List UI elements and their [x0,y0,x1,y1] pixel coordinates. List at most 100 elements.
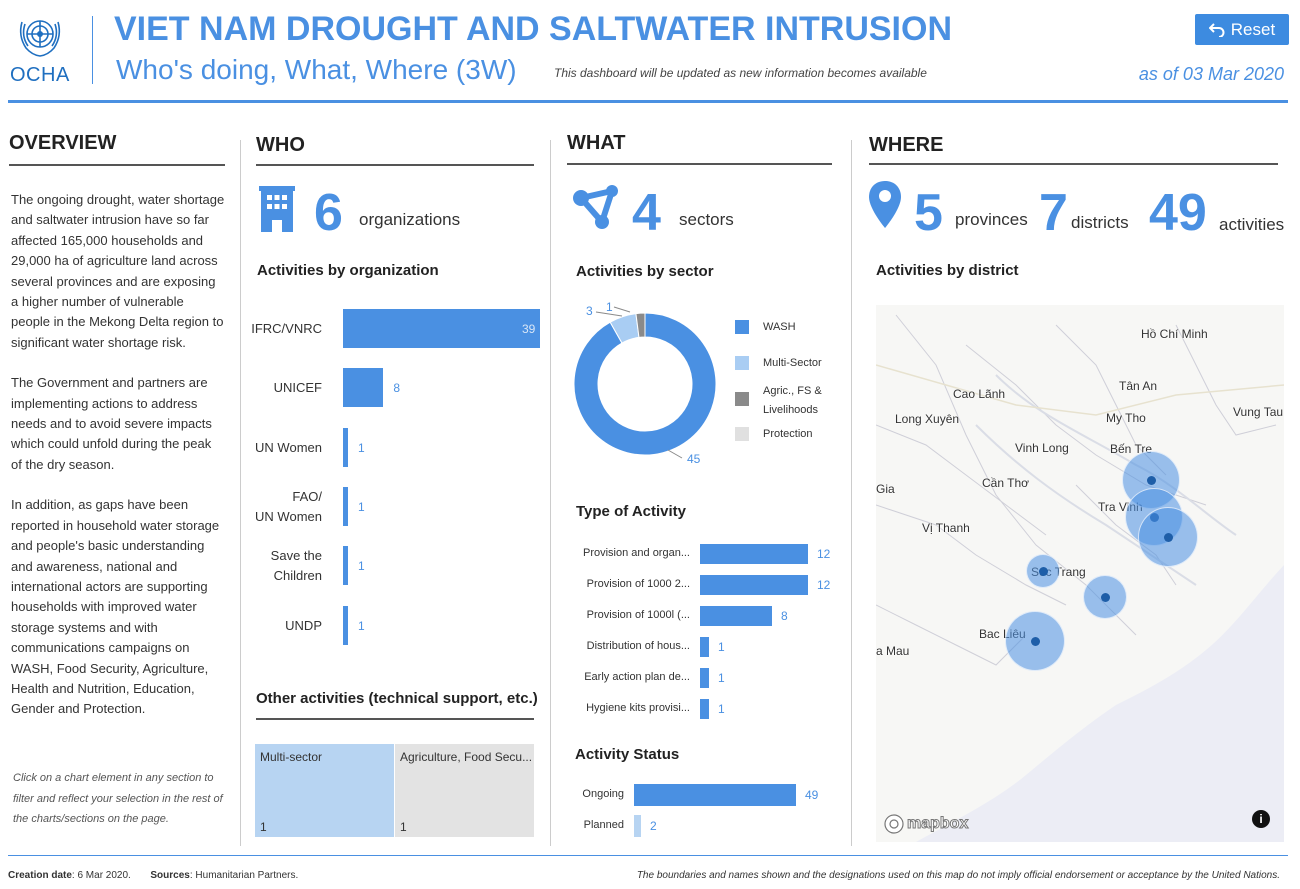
legend-item-multi-sector[interactable]: Multi-Sector [735,354,822,373]
org-value-label: 1 [358,500,365,514]
activity-status-label: Planned [583,819,624,831]
org-bar[interactable] [343,428,349,467]
info-icon[interactable]: i [1252,810,1270,828]
sector-chart-title: Activities by sector [576,263,714,280]
activity-status-title: Activity Status [575,746,680,763]
overview-text: The ongoing drought, water shortage and … [11,190,225,740]
districts-count: 7 [1039,184,1068,242]
district-bubble[interactable] [1005,611,1065,671]
other-activity-count: 1 [260,820,267,834]
where-rule [869,163,1278,165]
overview-rule [9,164,225,166]
activity-type-bar[interactable] [700,699,709,719]
activity-type-bar[interactable] [700,606,772,626]
donut-value-label: 3 [586,304,593,318]
overview-paragraph: In addition, as gaps have been reported … [11,497,220,717]
org-bar[interactable] [343,546,349,585]
legend-item-protection[interactable]: Protection [735,425,813,444]
district-bubble[interactable] [1083,575,1127,619]
page-subtitle: Who's doing, What, Where (3W) [116,54,517,85]
organizations-unit: organizations [359,210,461,229]
org-value-label: 39 [522,322,536,336]
share-nodes-icon [572,184,622,235]
legend-swatch [735,427,749,441]
donut-slice[interactable] [635,312,646,338]
overview-paragraph: The ongoing drought, water shortage and … [11,192,225,350]
district-bubble-core [1030,636,1040,646]
header-rule [8,100,1288,103]
legend-item-wash[interactable]: WASH [735,318,796,337]
other-activity-count: 1 [400,820,407,834]
org-bar[interactable] [343,606,349,645]
sectors-unit: sectors [679,210,734,229]
map-city-label: Cao Lãnh [953,387,1006,401]
org-bar[interactable] [343,368,384,407]
mapbox-attribution: mapbox [906,815,969,833]
page-title: VIET NAM DROUGHT AND SALTWATER INTRUSION [114,10,952,48]
donut-leader-line [595,311,623,317]
sectors-count: 4 [632,184,661,242]
donut-leader-line [613,306,631,313]
donut-value-label: 1 [606,300,613,314]
footer-credits: Creation date: 6 Mar 2020. Sources: Huma… [8,870,298,881]
header: OCHA VIET NAM DROUGHT AND SALTWATER INTR… [0,0,1300,104]
org-bar[interactable] [343,487,349,526]
ocha-logo-text: OCHA [10,64,70,86]
legend-item-agric[interactable]: Agric., FS & Livelihoods [735,382,835,420]
organizations-count: 6 [314,184,343,242]
overview-title: OVERVIEW [9,132,117,154]
map-city-label: Vung Tau [1233,405,1284,419]
other-activity-label: Multi-sector [260,750,323,764]
activity-type-bar[interactable] [700,575,808,595]
reset-button[interactable]: Reset [1195,14,1289,45]
activity-type-bar[interactable] [700,637,709,657]
district-bubble[interactable] [1026,554,1060,588]
activity-type-title: Type of Activity [576,503,687,520]
un-emblem-icon [10,10,72,86]
activity-status-bar[interactable] [634,815,641,837]
legend-label: Multi-Sector [763,357,822,369]
activities-unit: activities [1219,215,1285,234]
activity-status-value: 49 [805,788,819,802]
other-activity-cell[interactable]: Agriculture, Food Secu... 1 [395,744,534,837]
map-city-label: Gia [876,482,895,496]
where-title: WHERE [869,134,944,156]
other-activity-cell[interactable]: Multi-sector 1 [255,744,394,837]
sources-label: Sources [150,870,190,881]
donut-slice[interactable] [573,312,717,456]
activity-type-bar[interactable] [700,544,808,564]
column-separator [851,140,852,846]
map-city-label: a Mau [876,644,910,658]
district-bubble-core [1163,532,1173,542]
org-label: UNICEF [273,380,322,395]
org-label: UNDP [285,618,322,633]
org-bar[interactable] [343,309,540,348]
activity-type-value: 8 [781,609,788,623]
activity-type-bar[interactable] [700,668,709,688]
org-value-label: 8 [393,381,401,395]
activity-type-label: Provision and organ... [582,547,690,559]
activity-type-value: 12 [817,547,831,561]
column-separator [240,140,241,846]
org-chart-title: Activities by organization [257,262,439,279]
org-value-label: 1 [358,559,365,573]
activity-type-label: Early action plan de... [584,671,690,683]
district-map[interactable]: Hồ Chí Minh Tân An Vung Tau Cao Lãnh Long Xu… [876,305,1284,842]
reset-label: Reset [1230,19,1276,39]
undo-icon [1208,22,1225,37]
donut-value-label: 45 [687,452,701,466]
activity-type-value: 1 [718,640,725,654]
district-bubble[interactable] [1138,507,1198,567]
org-label: IFRC/VNRC [251,321,322,336]
district-bubble-core [1100,592,1110,602]
activity-status-bar[interactable] [634,784,796,806]
map-marker-icon [867,180,903,235]
mapbox-logo[interactable]: mapbox [884,814,969,834]
provinces-count: 5 [914,184,943,242]
district-bubble-core [1146,475,1156,485]
mapbox-icon [884,814,904,834]
who-rule [256,164,534,166]
as-of-date: as of 03 Mar 2020 [1138,64,1284,84]
overview-paragraph: The Government and partners are implemen… [11,375,212,472]
map-city-label: Cần Thơ [982,476,1030,490]
